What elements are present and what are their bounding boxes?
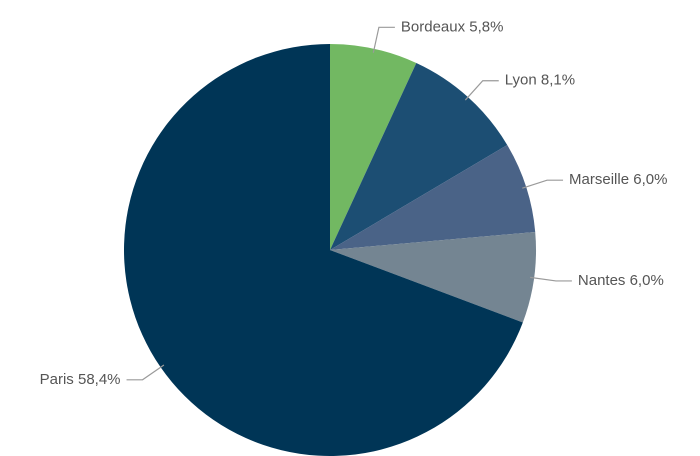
pie-slice [330,44,417,250]
leader-line [522,179,564,189]
leader-line [530,276,572,282]
slice-label: Nantes 6,0% [578,272,664,289]
slice-value: 6,0% [630,272,664,289]
slice-label: Lyon 8,1% [505,72,575,89]
slice-label: Marseille 6,0% [569,171,667,188]
slice-category: Nantes [578,272,626,289]
slice-value: 58,4% [78,371,121,388]
slice-value: 8,1% [541,72,575,89]
pie-slice [330,145,536,250]
slice-category: Paris [40,371,74,388]
pie-slice [124,44,523,456]
slice-category: Marseille [569,171,629,188]
slice-value: 5,8% [469,18,503,35]
leader-line [464,80,499,101]
slice-category: Lyon [505,72,537,89]
slice-value: 6,0% [633,171,667,188]
leader-line [372,26,395,53]
pie-slice [330,62,508,250]
slice-label: Paris 58,4% [40,371,121,388]
pie-slice [330,231,536,323]
leader-line [126,364,165,381]
slice-label: Bordeaux 5,8% [401,18,504,35]
slice-category: Bordeaux [401,18,466,35]
